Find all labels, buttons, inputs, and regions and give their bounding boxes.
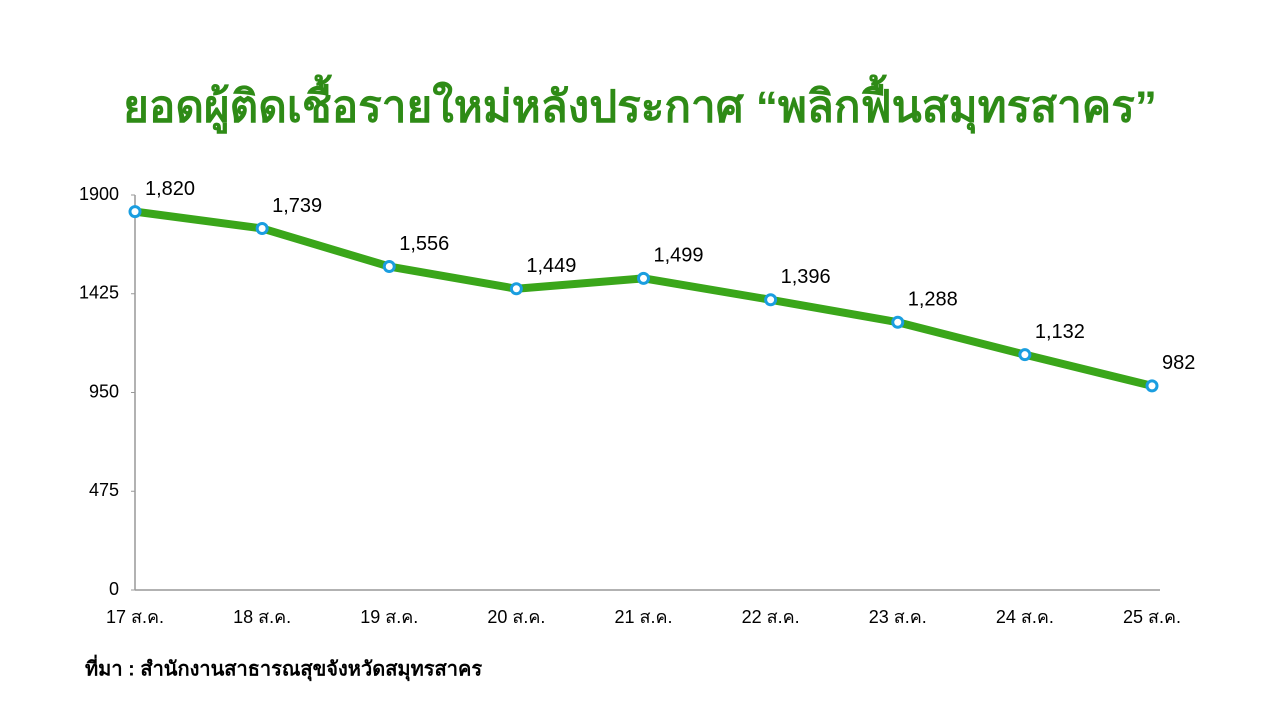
data-point [1018,348,1032,362]
data-label: 1,820 [145,178,195,200]
x-tick-label: 17 ส.ค. [106,607,164,627]
x-tick-label: 24 ส.ค. [996,607,1054,627]
data-label: 1,499 [654,245,704,267]
data-point [637,271,650,285]
data-label: 1,132 [1035,321,1085,343]
data-label: 1,556 [399,233,449,255]
y-tick-label: 475 [89,480,119,500]
data-point [1145,379,1159,393]
data-point [764,293,778,307]
data-label: 1,288 [908,289,958,311]
y-tick-label: 1425 [79,283,119,303]
x-tick-label: 23 ส.ค. [869,607,927,627]
data-label: 982 [1162,352,1195,374]
x-tick-label: 20 ส.ค. [487,607,545,627]
y-tick-label: 950 [89,381,119,401]
y-tick-label: 1900 [79,184,119,204]
data-label: 1,396 [781,266,831,288]
y-tick-label: 0 [109,579,119,599]
data-label: 1,739 [272,195,322,217]
data-point [891,315,905,329]
data-label: 1,449 [526,255,576,277]
x-tick-label: 25 ส.ค. [1123,607,1181,627]
x-tick-label: 22 ส.ค. [742,607,800,627]
data-point [255,221,269,235]
data-line [134,207,1153,390]
x-tick-label: 18 ส.ค. [233,607,291,627]
data-point [509,282,523,296]
x-tick-label: 21 ส.ค. [614,607,672,627]
chart-title: ยอดผู้ติดเชื้อรายใหม่หลังประกาศ “พลิกฟื้… [123,74,1157,135]
x-tick-label: 19 ส.ค. [360,607,418,627]
source: ที่มา : สำนักงานสาธารณสุขจังหวัดสมุทรสาค… [85,653,482,681]
data-point [128,205,142,219]
data-point [382,260,396,274]
